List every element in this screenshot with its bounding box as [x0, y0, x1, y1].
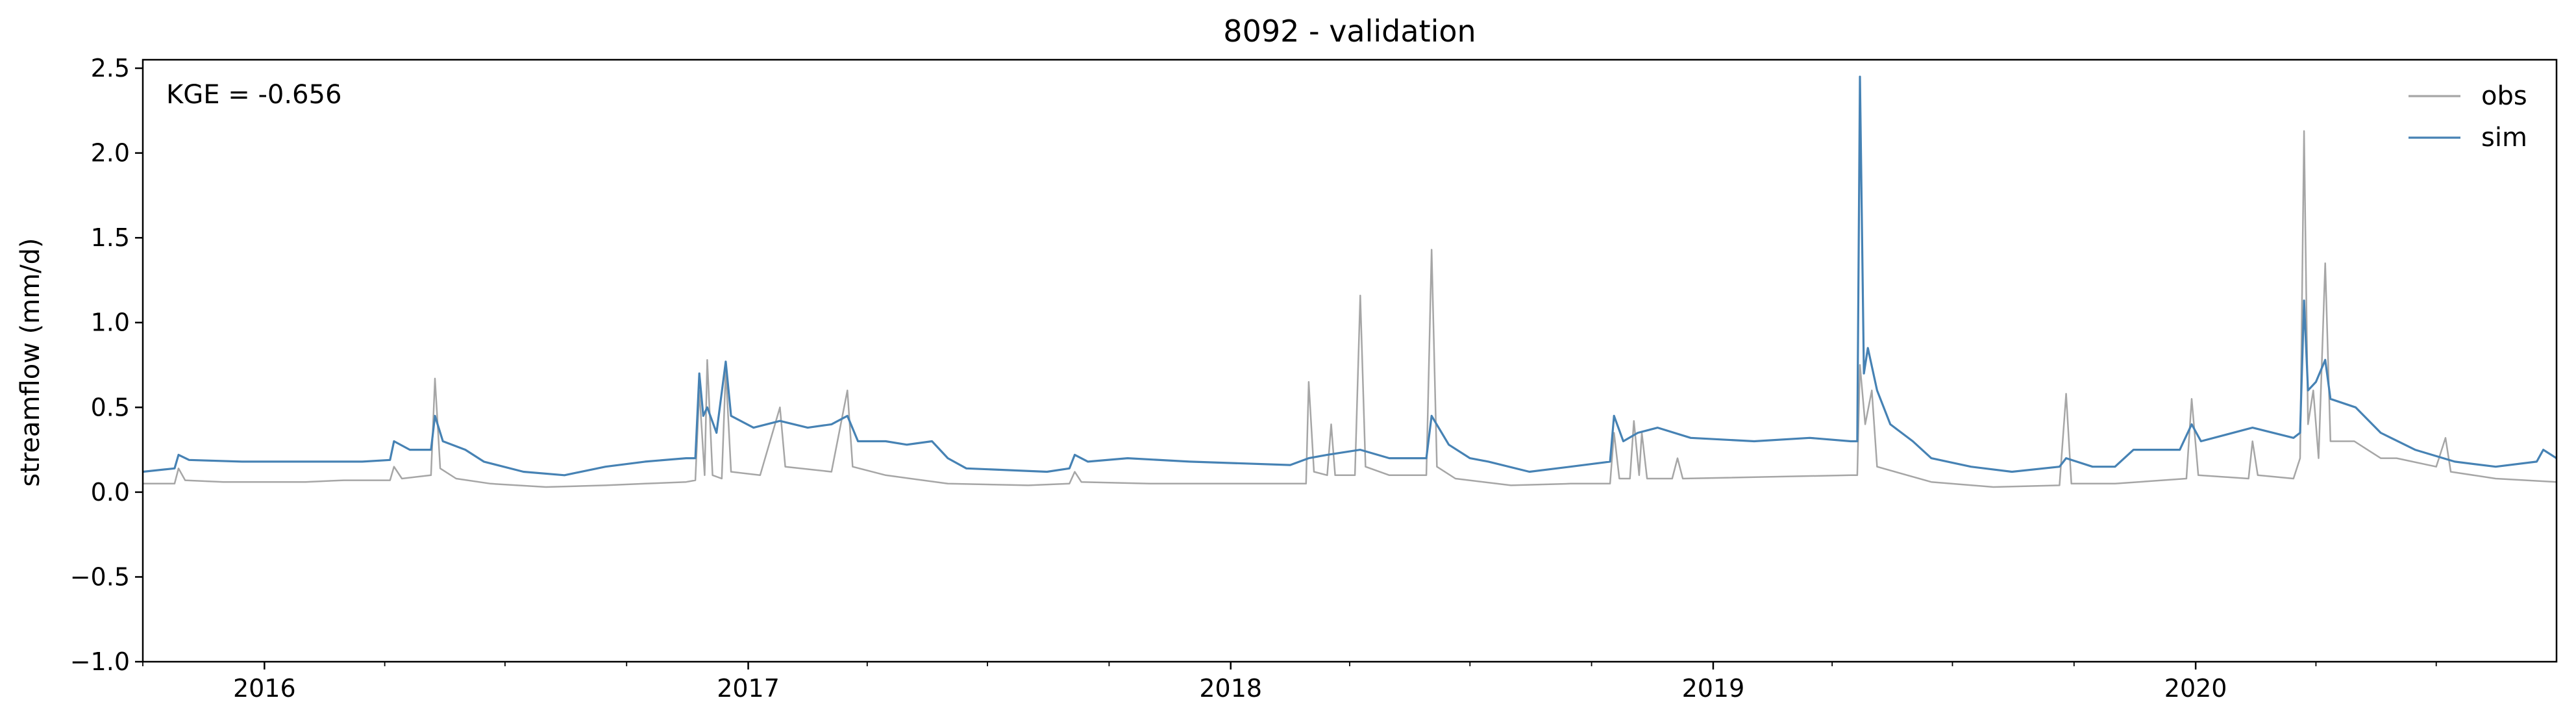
y-tick-label: 2.0 [91, 139, 130, 168]
y-tick-label: −0.5 [70, 562, 130, 591]
x-tick-label: 2016 [233, 674, 296, 703]
legend: obs sim [2409, 81, 2527, 153]
x-tick-label: 2017 [717, 674, 780, 703]
x-tick-label: 2020 [2164, 674, 2227, 703]
y-tick-label: 0.5 [91, 393, 130, 421]
y-tick-label: −1.0 [70, 647, 130, 676]
y-tick-label: 1.0 [91, 308, 130, 337]
plot-frame [142, 58, 2558, 663]
series-line-sim [142, 75, 2557, 477]
legend-label-sim: sim [2481, 123, 2527, 153]
y-tick-label: 1.5 [91, 223, 130, 252]
series-line-obs [143, 130, 2557, 488]
y-tick-label: 0.0 [91, 478, 130, 507]
kge-annotation: KGE = -0.656 [166, 80, 341, 110]
y-axis: −1.0 −0.5 0.0 0.5 1.0 1.5 2.0 2.5 [70, 54, 143, 676]
legend-label-obs: obs [2481, 81, 2527, 111]
y-tick-label: 2.5 [91, 54, 130, 82]
plot-area [142, 75, 2557, 488]
x-tick-label: 2018 [1199, 674, 1262, 703]
y-axis-label: streamflow (mm/d) [16, 238, 45, 486]
chart-title: 8092 - validation [1223, 14, 1476, 49]
x-axis: 2016 2017 2018 2019 2020 [142, 662, 2437, 703]
x-tick-label: 2019 [1682, 674, 1745, 703]
